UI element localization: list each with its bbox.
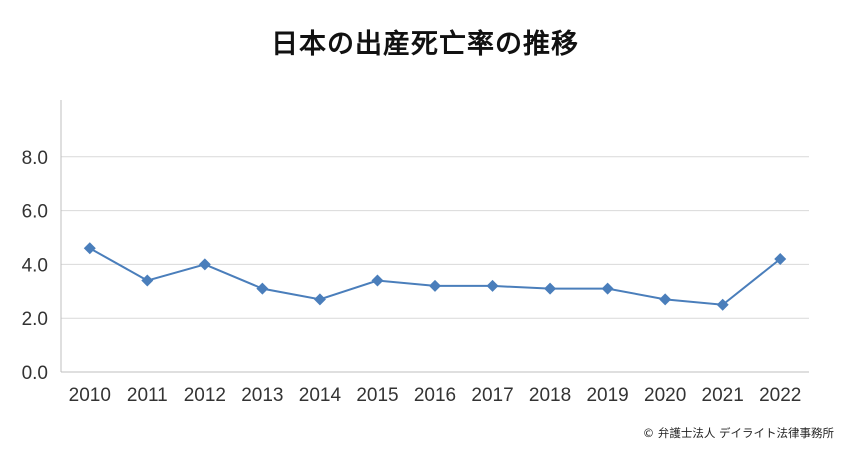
y-tick-label: 2.0 — [22, 309, 48, 330]
data-point-marker — [544, 282, 557, 295]
data-point-marker — [256, 282, 269, 295]
data-point-marker — [313, 293, 326, 306]
x-tick-label: 2012 — [184, 385, 226, 406]
x-tick-label: 2022 — [759, 385, 801, 406]
data-point-marker — [429, 279, 441, 292]
data-point-marker — [659, 293, 672, 306]
x-tick-label: 2011 — [127, 385, 168, 406]
y-tick-label: 6.0 — [22, 202, 48, 223]
data-point-marker — [83, 242, 96, 255]
x-tick-label: 2010 — [69, 385, 111, 406]
x-tick-label: 2014 — [299, 385, 342, 406]
data-point-marker — [601, 282, 614, 295]
data-point-marker — [198, 258, 211, 271]
x-tick-label: 2021 — [702, 385, 744, 406]
x-tick-label: 2013 — [241, 385, 283, 406]
gridlines — [61, 156, 809, 373]
data-point-marker — [141, 274, 154, 287]
data-point-marker — [486, 279, 499, 292]
data-point-marker — [371, 274, 384, 287]
series-line — [89, 247, 781, 306]
x-tick-label: 2017 — [471, 385, 513, 406]
y-tick-label: 4.0 — [22, 255, 48, 276]
data-point-marker — [774, 253, 787, 266]
chart-title: 日本の出産死亡率の推移 — [271, 29, 579, 60]
x-tick-label: 2018 — [529, 385, 571, 406]
x-tick-label: 2015 — [356, 385, 398, 406]
y-tick-label: 8.0 — [22, 148, 48, 169]
x-tick-label: 2020 — [644, 385, 686, 406]
data-point-marker — [716, 298, 729, 311]
x-tick-label: 2019 — [586, 385, 628, 406]
x-tick-label: 2016 — [414, 385, 456, 406]
y-tick-labels: 0.0 2.0 4.0 6.0 8.0 — [22, 148, 48, 384]
series-group — [83, 242, 787, 311]
y-tick-label: 0.0 — [22, 363, 48, 384]
x-tick-labels: 2010 2011 2012 2013 2014 2015 2016 2017 2018 2019… — [69, 385, 802, 406]
copyright-credit: © 弁護士法人 デイライト法律事務所 — [642, 426, 834, 440]
